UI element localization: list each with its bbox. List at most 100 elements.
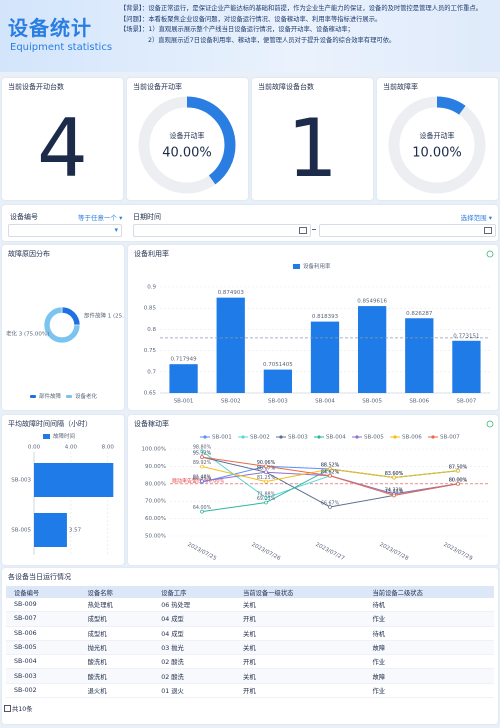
table-cell: 04 成型	[153, 626, 236, 641]
y-tick-label: SB-005	[11, 528, 31, 534]
legend-swatch	[317, 435, 321, 439]
table-cell: 关机	[235, 598, 365, 613]
x-tick-label: 2023/07/25	[186, 542, 217, 562]
bar	[405, 318, 434, 393]
legend-label: SB-002	[250, 435, 270, 441]
table-title: 各设备当日运行情况	[8, 573, 71, 581]
description-line: 【场景】：1）直观展示展示整个产线当日设备运行情况，设备开动率、设备稼动率；	[120, 26, 354, 33]
pie-slice	[61, 306, 81, 326]
table-cell: 开机	[235, 683, 365, 699]
point	[264, 500, 268, 505]
table-cell: 02 酸洗	[153, 654, 236, 670]
date-start[interactable]	[133, 224, 311, 237]
table-cell: 成型机	[79, 626, 154, 641]
value-label: 64.00%	[193, 505, 212, 511]
x-tick-label: SB-007	[457, 399, 477, 405]
value-label: 90.06%	[257, 460, 276, 466]
y-tick-label: 60.00%	[145, 516, 166, 522]
table-cell: 待机	[364, 598, 494, 613]
y-tick-label: SB-003	[11, 478, 31, 484]
kpi-label: 当前设备开动台数	[8, 83, 64, 91]
hbar-chart: 平均故障时间间隔（小时） 故障时间 0.00 4.00 8.00 SB-003 SB-005…	[8, 419, 115, 555]
point	[392, 475, 396, 480]
legend-label: 设备老化	[75, 392, 98, 400]
table-cell: 待机	[364, 626, 494, 641]
table-row: SB-006 成型机 04 成型 关机 待机	[6, 626, 494, 641]
info-icon	[486, 420, 494, 428]
table: 设备编号 设备名称 设备工序 当前设备一级状态 当前设备二级状态 SB-009 热处理机 06…	[6, 586, 494, 699]
value-label: 80.00%	[449, 477, 468, 483]
value-label: 80.00%	[449, 477, 468, 483]
chart-title: 故障原因分布	[8, 249, 50, 258]
value-label: 0.7051405	[263, 362, 293, 368]
filter-operator[interactable]: 等于任意一个 ▾	[78, 214, 123, 222]
description: 【背景】：设备正常运行，是保证企业产能达标的基础和前提，作为企业生产能力的保证，…	[120, 4, 496, 46]
y-tick-label: 0.75	[144, 348, 157, 354]
info-icon	[486, 250, 494, 258]
point	[264, 496, 268, 500]
line-chart: 设备稼动率 SB-001 SB-002 SB-003 SB-004 SB-005 SB-00…	[134, 419, 494, 562]
y-tick-label: 0.9	[147, 285, 156, 291]
table-row: SB-004 酸洗机 02 酸洗 开机 作业	[6, 654, 494, 670]
table-row: SB-002 退火机 01 退火 开机 作业	[6, 683, 494, 699]
table-cell: 02 酸洗	[153, 668, 236, 684]
y-tick-label: 90.00%	[145, 464, 166, 470]
legend-label: SB-001	[212, 435, 232, 441]
value-label: 83.60%	[385, 471, 404, 477]
point	[328, 505, 332, 509]
value-label: 81.25%	[257, 475, 276, 481]
value-label: 69.23%	[257, 496, 276, 502]
value-label: 88.52%	[321, 462, 340, 468]
value-label: 95.32%	[193, 451, 212, 457]
legend-label: 部件故障	[39, 392, 62, 400]
table-cell: 关机	[235, 640, 365, 656]
table-footer: 共10条	[4, 704, 33, 713]
value-label: 66.67%	[321, 500, 340, 506]
page-title: 设备统计	[8, 16, 92, 40]
table-row: SB-005 抛光机 03 抛光 关机 故障	[6, 640, 494, 656]
x-tick-label: 8.00	[102, 445, 115, 451]
point	[200, 449, 204, 453]
chart-title: 设备利用率	[134, 249, 169, 258]
value-label: 0.826287	[406, 311, 433, 317]
value-label: 0.874903	[218, 290, 245, 296]
legend-label: 故障时间	[53, 432, 75, 440]
date-end[interactable]	[319, 224, 496, 237]
table-row: SB-007 成型机 04 成型 开机 作业	[6, 611, 494, 627]
select-box[interactable]: ▾	[8, 224, 122, 237]
table-cell: 04 成型	[153, 611, 236, 627]
table-cell: 成型机	[79, 611, 154, 627]
x-tick-label: 2023/07/27	[314, 542, 345, 562]
gauge: 设备开动率 40.00%	[138, 96, 236, 194]
kpi-value: 4	[37, 102, 88, 195]
value-label: 86.67%	[257, 466, 276, 472]
x-tick-label: 2023/07/29	[442, 542, 473, 562]
description-line: 【问题】：本看板聚焦企业设备问题，对设备运行情况、设备稼动率、利用率等指标进行展…	[120, 15, 382, 23]
chart-card: 设备利用率 设备利用率 0.65 0.7 0.75 0.8 0.85 0.9 0.717949 S…	[128, 245, 498, 410]
x-tick-label: 2023/07/26	[250, 542, 281, 562]
legend-swatch	[43, 434, 50, 439]
legend-swatch	[241, 435, 245, 439]
x-tick-label: SB-004	[315, 399, 335, 405]
value-label: 73.33%	[385, 489, 404, 495]
table-cell: 酸洗机	[79, 654, 154, 670]
point	[328, 473, 332, 478]
legend-label: SB-007	[440, 435, 460, 441]
gauge-label: 设备开动率	[170, 131, 205, 140]
table-cell: SB-002	[6, 683, 80, 699]
operator-text: 等于任意一个	[78, 214, 117, 222]
header-row: 设备编号 设备名称 设备工序 当前设备一级状态 当前设备二级状态	[6, 586, 494, 598]
bar	[310, 321, 340, 393]
value-label: 71.88%	[257, 491, 276, 497]
x-tick-label: 4.00	[65, 445, 78, 451]
x-tick-label: SB-001	[174, 399, 194, 405]
table-cell: 开机	[235, 611, 365, 627]
point	[200, 509, 204, 514]
legend-label: SB-004	[326, 435, 346, 441]
value-label: 0.773151	[453, 333, 479, 339]
filter-operator[interactable]: 选择范围 ▾	[460, 214, 492, 222]
legend-label: SB-005	[364, 435, 384, 441]
legend-swatch	[393, 435, 397, 439]
